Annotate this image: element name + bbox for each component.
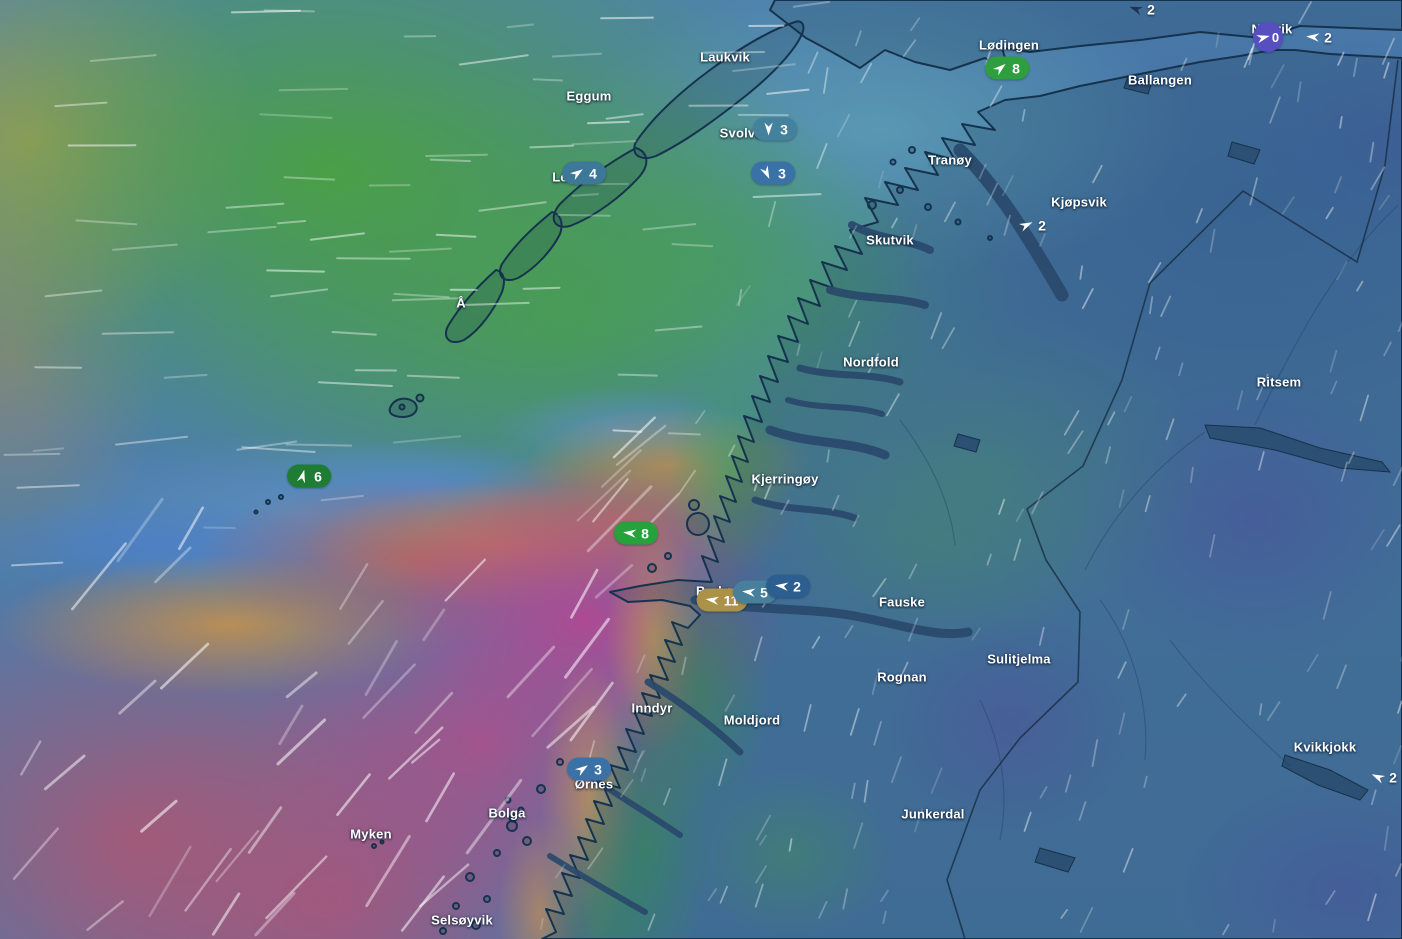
- wind-direction-arrow-icon: [992, 60, 1009, 77]
- wind-direction-arrow-icon: [775, 580, 789, 592]
- wind-marker[interactable]: 3: [751, 161, 795, 185]
- place-label-l-dingen: Lødingen: [978, 37, 1040, 53]
- wind-speed-value: 8: [1012, 60, 1020, 76]
- wind-direction-arrow-icon: [1369, 769, 1385, 784]
- wind-marker[interactable]: 2: [1297, 26, 1341, 49]
- wind-direction-arrow-icon: [759, 165, 774, 181]
- wind-speed-value: 5: [760, 584, 768, 600]
- place-label-kvikkjokk: Kvikkjokk: [1293, 739, 1357, 755]
- place-label-fauske: Fauske: [878, 594, 926, 610]
- wind-direction-arrow-icon: [1306, 31, 1320, 43]
- wind-direction-arrow-icon: [1018, 217, 1034, 232]
- wind-speed-value: 0: [1271, 29, 1280, 45]
- wind-marker[interactable]: 6: [287, 464, 331, 488]
- island-flakstadoya: [499, 211, 563, 282]
- wind-marker[interactable]: 8: [614, 521, 658, 545]
- place-label-sels-yvik: Selsøyvik: [431, 912, 493, 928]
- lakes: [953, 75, 1392, 873]
- wind-marker[interactable]: 2: [1362, 766, 1402, 789]
- place-label-ritsem: Ritsem: [1256, 374, 1302, 390]
- wind-marker[interactable]: 2: [1120, 0, 1164, 21]
- place-label-laukvik: Laukvik: [700, 49, 750, 65]
- place-label-sulitjelma: Sulitjelma: [987, 651, 1051, 667]
- wind-marker[interactable]: 5: [733, 580, 777, 604]
- place-label-nordfold: Nordfold: [843, 354, 899, 370]
- wind-direction-arrow-icon: [742, 586, 756, 598]
- wind-marker[interactable]: 2: [766, 574, 810, 598]
- place-label-tran-y: Tranøy: [928, 152, 972, 168]
- wind-speed-value: 3: [594, 761, 602, 777]
- place-label--: Å: [456, 295, 466, 311]
- island-moskenesoya: [445, 269, 505, 344]
- place-label-skutvik: Skutvik: [866, 232, 914, 248]
- place-label-junkerdal: Junkerdal: [901, 806, 965, 822]
- wind-direction-arrow-icon: [574, 761, 591, 777]
- place-label-myken: Myken: [350, 826, 392, 842]
- wind-direction-arrow-icon: [763, 123, 774, 136]
- land-north: [769, 0, 1402, 75]
- wind-speed-value: 3: [780, 121, 788, 137]
- wind-direction-arrow-icon: [623, 527, 637, 539]
- wind-marker[interactable]: 2: [1011, 214, 1055, 237]
- wind-marker[interactable]: 8: [985, 56, 1029, 80]
- country-border: [946, 59, 1399, 939]
- place-label-inndyr: Inndyr: [631, 700, 673, 716]
- wind-speed-value: 2: [1147, 1, 1155, 17]
- wind-speed-value: 2: [1389, 769, 1397, 785]
- wind-speed-value: 2: [1038, 217, 1046, 233]
- wind-marker[interactable]: 0: [1253, 22, 1283, 52]
- wind-direction-arrow-icon: [1256, 30, 1271, 44]
- place-label-ballangen: Ballangen: [1128, 72, 1192, 88]
- wind-marker[interactable]: 3: [753, 117, 797, 141]
- wind-speed-value: 4: [589, 165, 597, 181]
- wind-marker[interactable]: 3: [567, 757, 611, 781]
- island-austvagoya: [633, 20, 805, 160]
- wind-direction-arrow-icon: [296, 468, 310, 483]
- rivers: [899, 204, 1399, 841]
- wind-direction-arrow-icon: [705, 594, 719, 607]
- islets: [253, 146, 993, 935]
- island-vaeroy: [388, 397, 418, 418]
- place-label-kjerring-y: Kjerringøy: [751, 471, 819, 487]
- place-label-bolga: Bolga: [488, 805, 526, 821]
- wind-speed-value: 2: [1324, 29, 1332, 45]
- wind-direction-arrow-icon: [1128, 2, 1144, 17]
- place-label-moldjord: Moldjord: [723, 712, 781, 728]
- wind-speed-value: 8: [641, 525, 649, 541]
- place-label-eggum: Eggum: [566, 88, 612, 104]
- land-mainland: [541, 49, 1402, 939]
- wind-speed-value: 3: [778, 165, 786, 181]
- place-label-kj-psvik: Kjøpsvik: [1051, 194, 1107, 210]
- place-label-rognan: Rognan: [877, 669, 927, 685]
- wind-speed-value: 6: [314, 468, 322, 484]
- wind-marker[interactable]: 4: [562, 161, 606, 185]
- wind-direction-arrow-icon: [569, 165, 586, 181]
- wind-speed-value: 2: [793, 578, 801, 594]
